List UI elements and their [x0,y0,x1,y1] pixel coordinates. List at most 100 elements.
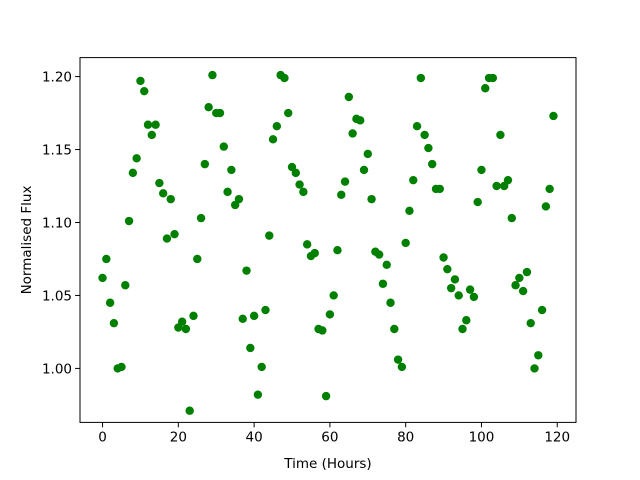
point [477,165,486,175]
point [374,250,384,259]
point [105,298,115,307]
point [200,159,210,169]
point [166,194,175,204]
point [325,310,335,319]
point [526,318,535,328]
point [321,391,331,401]
point [196,213,206,223]
point [302,240,312,249]
point [405,206,414,216]
point [295,180,304,189]
point [189,311,198,321]
point [170,229,179,239]
point [128,168,138,178]
point [424,143,433,153]
y-tick-label: 1.10 [42,215,72,231]
point [238,314,247,323]
x-tick-label: 40 [246,429,263,445]
point [454,291,463,300]
point [409,175,418,185]
point [117,362,126,372]
point [443,264,452,274]
x-tick-label: 80 [397,429,414,445]
point [98,273,107,283]
point [299,187,308,197]
point [340,177,350,186]
point [280,73,289,83]
point [462,316,471,325]
x-tick-label: 100 [469,429,495,445]
point [291,168,300,178]
point [242,266,251,275]
point [261,305,270,315]
point [344,92,354,102]
point [473,197,482,207]
x-tick-label: 20 [170,429,187,445]
point [151,120,160,129]
point [177,317,187,326]
point [507,213,516,223]
point [446,283,456,293]
point [522,267,532,277]
point [219,142,228,151]
point [511,281,520,290]
point [272,121,282,131]
point [329,291,338,300]
point [140,86,149,96]
point [416,73,426,83]
y-tick-label: 1.05 [42,288,72,304]
point [333,246,342,255]
point [109,318,119,328]
point [257,362,266,372]
x-axis-label: Time (Hours) [283,456,371,472]
point [223,187,232,197]
point [348,129,357,138]
plot-frame [79,57,577,423]
point [515,273,524,283]
point [435,184,444,194]
point [181,324,191,334]
point [537,305,547,315]
point [367,194,376,204]
point [121,281,130,290]
point [143,120,153,129]
point [102,254,111,264]
point [318,326,327,335]
point [132,154,141,163]
point [155,178,164,188]
y-tick-label: 1.00 [42,361,72,377]
point [158,189,168,198]
point [185,406,194,415]
point [227,165,236,175]
point [147,130,157,140]
point [162,234,172,243]
point [359,165,369,175]
point [481,84,490,93]
point [412,121,422,131]
point [208,70,217,80]
point [390,324,399,334]
point [356,116,365,125]
point [465,285,475,294]
point [234,194,244,204]
point [496,130,505,140]
point [534,351,543,360]
point [124,216,134,226]
point [268,135,278,144]
point [337,190,346,199]
point [530,364,539,373]
x-tick-label: 0 [98,429,107,445]
y-tick-label: 1.15 [42,143,72,159]
point [136,76,145,86]
point [401,238,410,248]
point [428,159,437,169]
point [541,202,551,211]
point [503,175,513,185]
x-tick-label: 120 [544,429,570,445]
point [253,390,263,399]
point [549,111,558,121]
point [545,184,554,194]
point [458,324,467,334]
point [265,231,274,240]
